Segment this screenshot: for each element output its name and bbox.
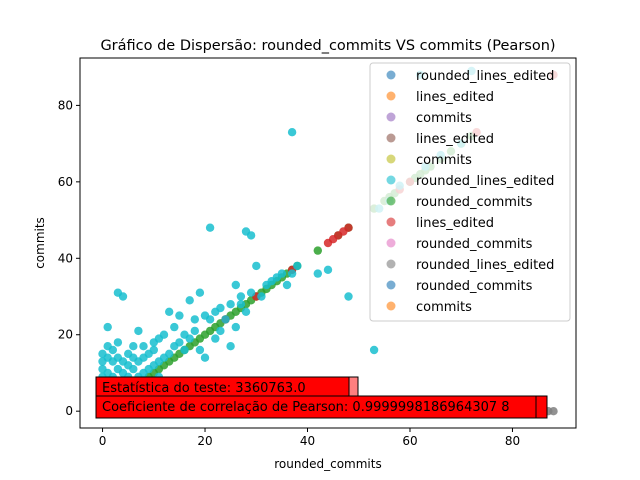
legend-marker	[386, 280, 396, 290]
data-point	[313, 269, 322, 278]
data-point	[175, 338, 184, 347]
data-point	[216, 326, 225, 336]
data-point	[108, 345, 118, 355]
data-point	[252, 261, 261, 271]
data-point	[216, 303, 225, 313]
data-point	[205, 315, 215, 324]
data-point	[185, 296, 194, 305]
y-tick-label: 60	[58, 175, 73, 189]
data-point	[190, 315, 199, 324]
legend-label: rounded_lines_edited	[416, 258, 554, 273]
data-point	[226, 342, 235, 351]
legend-label: rounded_lines_edited	[416, 69, 554, 84]
data-point	[236, 292, 246, 301]
legend-label: commits	[416, 111, 472, 126]
data-point	[149, 345, 158, 355]
data-point	[231, 322, 240, 332]
data-point	[369, 345, 379, 355]
stats-annotations: Estatística do teste: 3360763.0 Coeficie…	[95, 376, 548, 419]
data-point	[282, 280, 292, 290]
legend-marker	[386, 175, 396, 185]
legend-label: rounded_commits	[416, 195, 533, 210]
legend-label: rounded_commits	[416, 237, 533, 252]
data-point	[287, 128, 297, 137]
data-point	[323, 265, 333, 274]
plot-frame	[79, 57, 577, 429]
data-point	[185, 334, 194, 343]
data-point	[165, 349, 174, 358]
data-point	[190, 326, 199, 336]
data-point	[134, 326, 143, 336]
y-tick-label: 20	[58, 328, 73, 342]
legend-box	[369, 62, 571, 322]
y-axis-label: commits	[33, 217, 47, 269]
x-axis-label: rounded_commits	[274, 457, 381, 471]
stat-test-text: Estatística do teste: 3360763.0	[102, 381, 306, 396]
stat-pearson-text: Coeficiente de correlação de Pearson: 0.…	[102, 400, 510, 415]
data-point	[195, 345, 205, 355]
data-point	[549, 407, 558, 416]
data-point	[180, 345, 189, 355]
data-point	[170, 322, 179, 332]
data-point	[236, 300, 246, 309]
data-point	[205, 223, 215, 232]
legend-marker	[386, 238, 396, 248]
data-point	[118, 292, 128, 301]
y-axis-ticks: 0 20 40 60 80	[58, 98, 80, 418]
x-tick-label: 0	[99, 434, 107, 448]
data-point	[231, 280, 240, 290]
data-point	[129, 342, 138, 351]
legend-marker	[386, 91, 396, 101]
legend-marker	[386, 112, 396, 122]
x-tick-label: 60	[402, 434, 417, 448]
data-point	[200, 353, 210, 362]
legend-label: lines_edited	[416, 216, 494, 231]
y-tick-label: 80	[58, 98, 73, 112]
legend-label: lines_edited	[416, 90, 494, 105]
legend: rounded_lines_editedlines_editedcommitsl…	[369, 62, 571, 322]
data-point	[113, 338, 123, 347]
data-point	[211, 334, 220, 343]
legend-label: lines_edited	[416, 132, 494, 147]
legend-marker	[386, 154, 396, 164]
stat-box-pearson-inner	[95, 395, 537, 419]
legend-marker	[386, 196, 396, 206]
legend-label: commits	[416, 153, 472, 168]
data-point	[287, 269, 297, 278]
data-point	[139, 342, 148, 351]
data-point	[175, 311, 184, 320]
data-point	[293, 261, 302, 271]
data-point	[246, 231, 256, 240]
data-point	[195, 288, 205, 297]
legend-marker	[386, 70, 396, 80]
data-point	[257, 292, 266, 301]
x-tick-label: 20	[197, 434, 212, 448]
legend-marker	[386, 301, 396, 311]
data-point	[159, 330, 169, 339]
x-tick-label: 80	[505, 434, 520, 448]
legend-label: rounded_lines_edited	[416, 174, 554, 189]
y-tick-label: 40	[58, 251, 73, 265]
chart-title: Gráfico de Dispersão: rounded_commits VS…	[100, 38, 555, 54]
legend-label: commits	[416, 300, 472, 315]
data-point	[165, 307, 174, 316]
y-tick-label: 0	[65, 404, 73, 418]
legend-marker	[386, 259, 396, 269]
data-point	[344, 292, 353, 301]
data-point	[226, 300, 235, 309]
legend-marker	[386, 133, 396, 143]
data-point	[129, 364, 138, 374]
data-point	[313, 246, 322, 255]
data-point	[277, 269, 287, 278]
data-point	[246, 288, 256, 297]
data-point	[221, 315, 230, 324]
legend-label: rounded_commits	[416, 279, 533, 294]
data-point	[103, 322, 112, 332]
x-axis-ticks: 0 20 40 60 80	[99, 428, 520, 448]
data-point	[241, 307, 251, 316]
x-tick-label: 40	[300, 434, 315, 448]
data-point	[344, 223, 353, 232]
legend-marker	[386, 217, 396, 227]
